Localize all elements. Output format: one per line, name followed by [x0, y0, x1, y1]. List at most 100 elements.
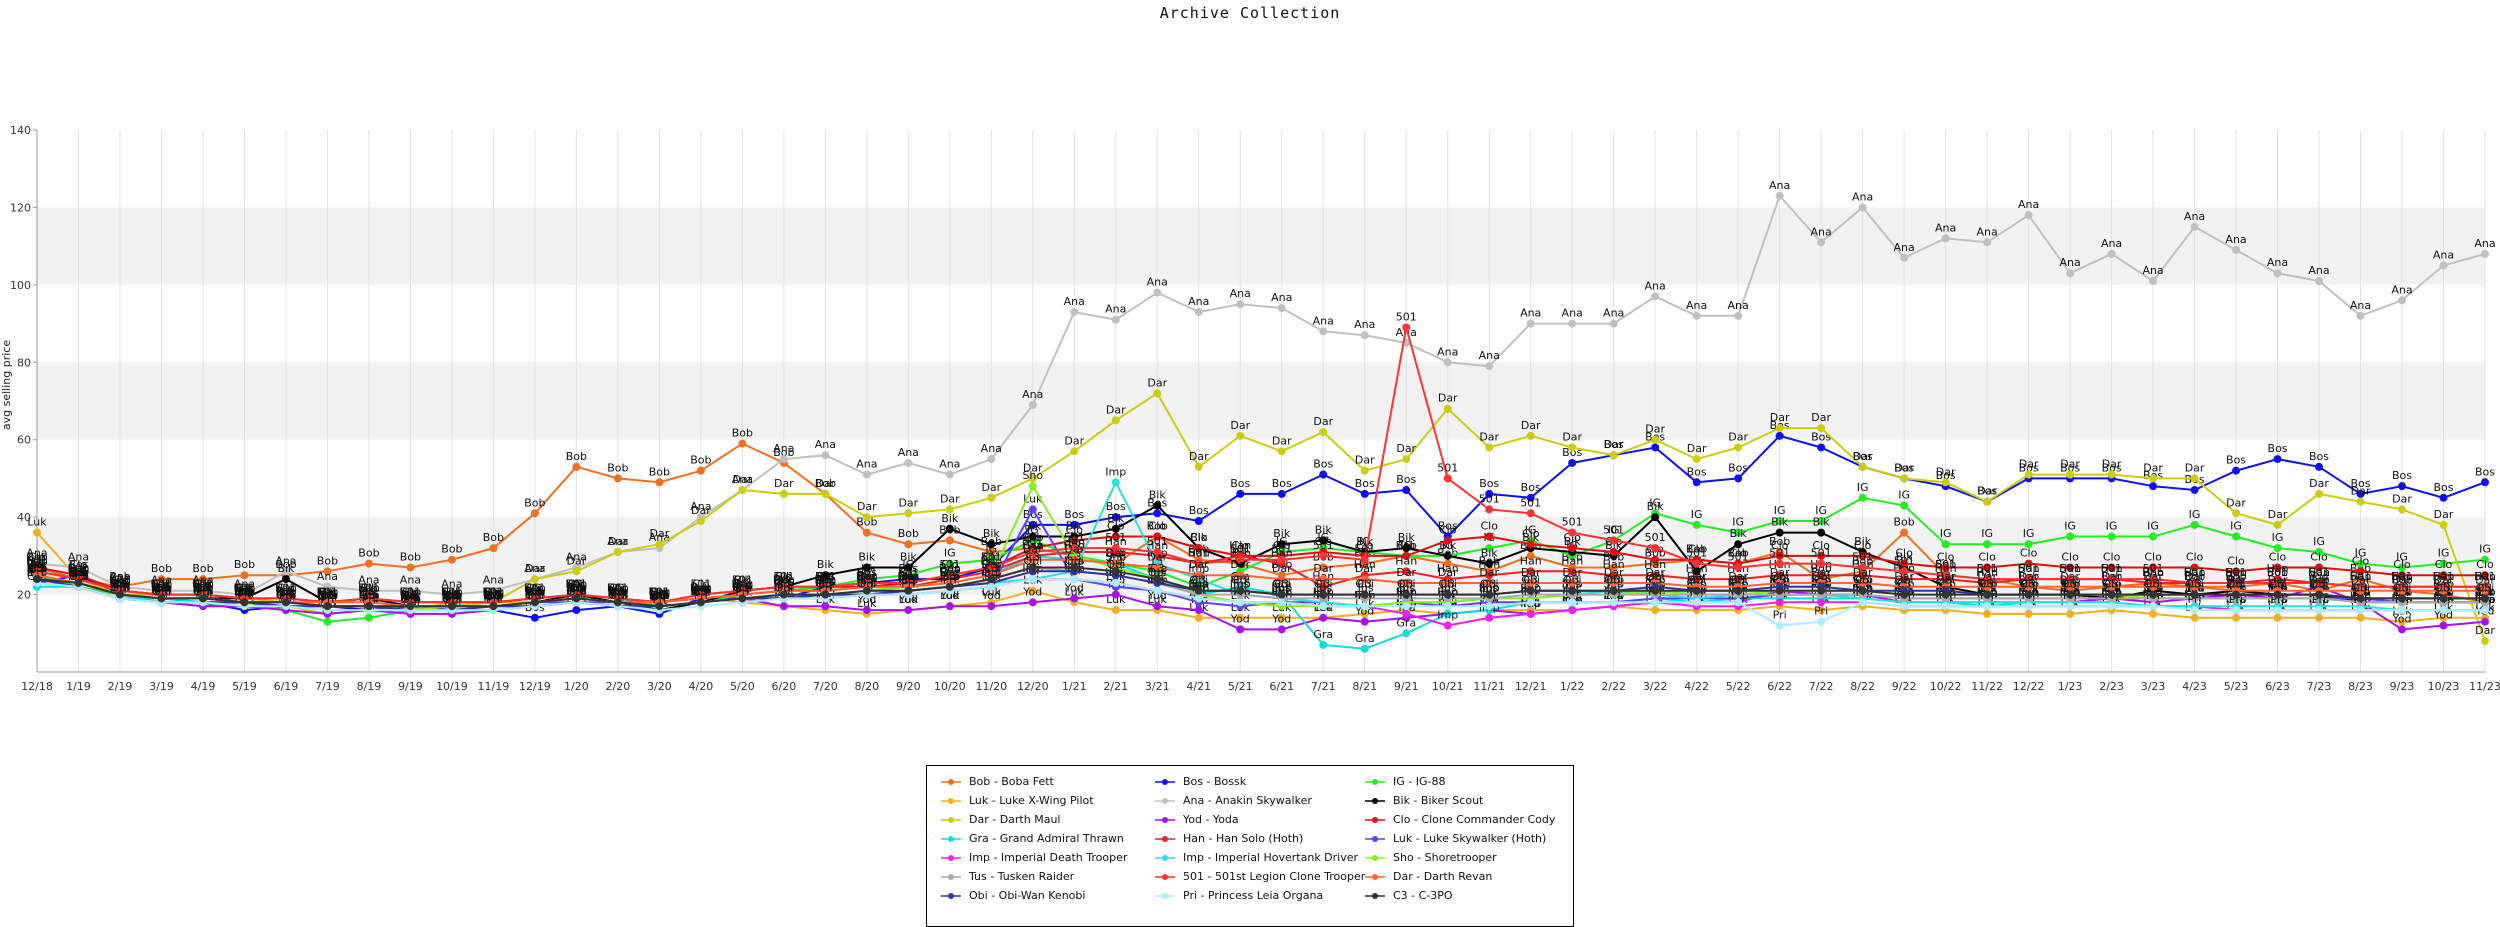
data-point [1858, 203, 1867, 212]
data-label: Bos [2019, 461, 2039, 474]
data-label: Clo [443, 585, 461, 598]
data-label: Dar [691, 504, 711, 517]
data-label: Dar [2143, 461, 2163, 474]
x-tick-label: 6/21 [1269, 680, 1294, 693]
data-point [2149, 609, 2158, 618]
data-point [1028, 563, 1037, 572]
data-label: IG [1981, 527, 1993, 540]
data-point [530, 598, 539, 607]
data-label: C3 [1482, 578, 1497, 591]
x-tick-label: 6/23 [2265, 680, 2290, 693]
data-label: Bik [1854, 535, 1872, 548]
data-label: Clo [651, 585, 669, 598]
legend-swatch [1365, 855, 1385, 861]
data-point [447, 602, 456, 611]
data-label: Yod [649, 589, 669, 602]
data-label: Bos [2060, 461, 2080, 474]
x-tick-label: 11/23 [2469, 680, 2500, 693]
data-label: Yod [2392, 612, 2412, 625]
data-point [1028, 575, 1037, 584]
data-point [2481, 594, 2489, 603]
data-label: Dar [2060, 458, 2080, 471]
data-label: Dar [1687, 442, 1707, 455]
data-label: Bik [402, 589, 420, 602]
legend-item: Dar - Darth Revan [1363, 870, 1563, 884]
data-point [2398, 606, 2407, 615]
data-point [779, 602, 788, 611]
data-point [2398, 482, 2407, 491]
data-label: IG [2230, 520, 2242, 533]
data-label: Bob [234, 558, 255, 571]
data-point [1402, 590, 1411, 599]
data-point [2190, 474, 2199, 483]
data-point [987, 455, 996, 464]
data-label: Bik [1315, 523, 1333, 536]
data-label: IG [2355, 547, 2367, 560]
data-point [1651, 443, 1660, 452]
data-point [1319, 551, 1328, 560]
data-point [2024, 470, 2033, 479]
data-label: Ana [1479, 349, 1500, 362]
data-label: Luk [1148, 593, 1168, 606]
data-label: C3 [1067, 550, 1082, 563]
data-point [2356, 559, 2365, 568]
data-label: Dar [1977, 485, 1997, 498]
data-point [1734, 586, 1743, 595]
data-label: IG [1857, 481, 1869, 494]
data-label: Ana [1852, 190, 1873, 203]
data-label: Dar [110, 578, 130, 591]
data-label: Ana [1728, 299, 1749, 312]
data-label: Luk [193, 578, 213, 591]
data-point [1609, 451, 1618, 460]
data-label: Dar [774, 477, 794, 490]
data-point [862, 586, 871, 595]
data-label: Han [26, 554, 48, 567]
data-label: C3 [2146, 578, 2161, 591]
series-line [36, 531, 2485, 623]
legend-swatch [941, 779, 961, 785]
data-point [1194, 517, 1203, 526]
data-label: Ana [317, 570, 338, 583]
x-tick-label: 8/21 [1352, 680, 1377, 693]
data-point [2190, 563, 2199, 572]
line-chart: 20 40 60 80 100 120 140 12/18 1/19 2/19 3/19 4/19 5/… [0, 124, 2500, 693]
data-point [1858, 598, 1867, 607]
data-label: Bik [526, 585, 544, 598]
data-point [1983, 540, 1992, 549]
data-label: Gra [1023, 539, 1043, 552]
y-tick-label: 80 [17, 356, 31, 369]
legend: Bob - Boba Fett Bos - Bossk IG - IG-88 Luk … [926, 765, 1574, 927]
data-label: Luk [152, 578, 172, 591]
data-label: Bos [1189, 504, 1209, 517]
data-label: Clo [1439, 523, 1457, 536]
x-tick-label: 5/23 [2224, 680, 2249, 693]
x-tick-label: 7/20 [813, 680, 838, 693]
data-label: Dar [1645, 423, 1665, 436]
data-label: Dar [1313, 415, 1333, 428]
data-point [1485, 505, 1494, 514]
x-tick-label: 11/21 [1473, 680, 1505, 693]
data-point [2107, 602, 2116, 611]
data-label: C3 [2104, 578, 2119, 591]
legend-swatch [941, 893, 961, 899]
data-label: Bob [815, 477, 836, 490]
data-label: Gra [1272, 578, 1292, 591]
data-point [2107, 590, 2116, 599]
data-label: Pri [1773, 609, 1787, 622]
data-label: C3 [403, 589, 418, 602]
data-point [1360, 602, 1369, 611]
data-label: Ana [1976, 225, 1997, 238]
data-point [2024, 540, 2033, 549]
chart-title: Archive Collection [1159, 4, 1341, 22]
data-label: Bos [1272, 477, 1292, 490]
legend-label: Luk - Luke Skywalker (Hoth) [1393, 832, 1547, 845]
data-label: Bos [2309, 450, 2329, 463]
data-point [323, 567, 332, 576]
series: Ana Ana Ana Ana Ana Ana Ana Ana Ana Ana Ana Ana Ana A… [26, 179, 2496, 599]
data-label: C3 [2187, 578, 2202, 591]
data-label: Yod [981, 589, 1001, 602]
data-point [1941, 590, 1950, 599]
data-label: Han [150, 578, 172, 591]
data-point [2107, 470, 2116, 479]
data-label: Bos [1521, 481, 1541, 494]
